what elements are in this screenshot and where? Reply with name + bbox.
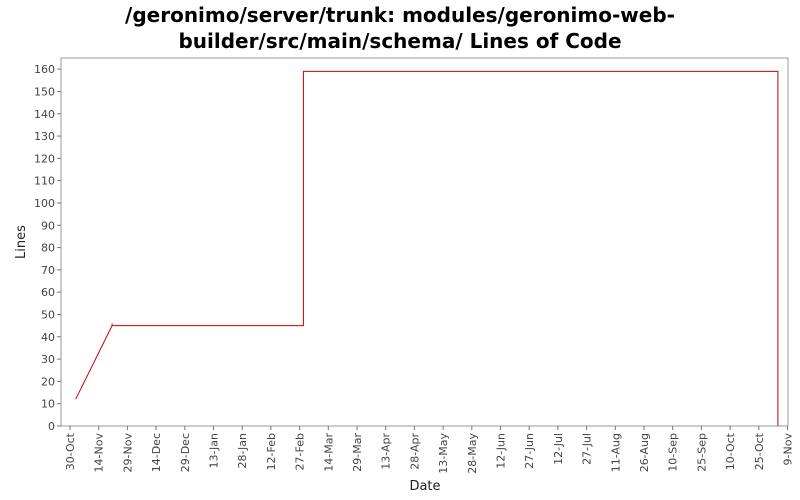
y-tick-label: 90	[41, 219, 55, 232]
y-tick-label: 60	[41, 286, 55, 299]
y-tick-label: 30	[41, 353, 55, 366]
x-tick-label: 10-Oct	[724, 432, 737, 470]
x-tick-label: 29-Nov	[121, 433, 134, 473]
x-axis: 30-Oct 14-Nov 29-Nov 14-Dec 29-Dec 13-Jan 28-J…	[64, 426, 795, 474]
x-tick-label: 13-Jan	[208, 433, 221, 469]
x-tick-label: 12-Jul	[552, 433, 565, 465]
x-tick-label: 27-Jun	[523, 433, 536, 469]
y-tick-label: 50	[41, 308, 55, 321]
x-tick-label: 14-Nov	[93, 433, 106, 473]
y-tick-label: 100	[34, 197, 55, 210]
x-axis-title: Date	[409, 479, 440, 494]
y-axis-title: Lines	[14, 225, 29, 259]
y-tick-label: 80	[41, 242, 55, 255]
series-group	[75, 70, 779, 426]
x-tick-label: 25-Oct	[753, 432, 766, 470]
y-axis: 0 10 20 30 40 50 60 70 80 90 100 110 120 130 140 150 160	[34, 63, 61, 433]
x-tick-label: 11-Aug	[609, 433, 622, 472]
chart-title-line-1: /geronimo/server/trunk: modules/geronimo…	[125, 3, 675, 27]
x-tick-label: 13-May	[437, 433, 450, 474]
x-tick-label: 12-Jun	[495, 433, 508, 469]
y-tick-label: 160	[34, 63, 55, 76]
x-tick-label: 10-Sep	[667, 433, 680, 472]
y-tick-label: 20	[41, 375, 55, 388]
x-tick-label: 27-Feb	[294, 433, 307, 470]
y-tick-label: 40	[41, 331, 55, 344]
y-tick-label: 110	[34, 175, 55, 188]
y-tick-label: 140	[34, 108, 55, 121]
x-tick-label: 26-Aug	[638, 433, 651, 472]
plot-area	[60, 57, 789, 427]
y-tick-label: 120	[34, 152, 55, 165]
x-tick-label: 28-Jan	[236, 433, 249, 469]
x-tick-label: 28-May	[466, 433, 479, 474]
x-tick-label: 13-Apr	[380, 433, 393, 470]
x-tick-label: 12-Feb	[265, 433, 278, 470]
y-tick-label: 130	[34, 130, 55, 143]
series-line	[75, 70, 779, 426]
x-tick-label: 29-Dec	[179, 433, 192, 472]
chart-title: /geronimo/server/trunk: modules/geronimo…	[0, 2, 800, 54]
x-tick-label: 30-Oct	[64, 432, 77, 470]
x-tick-label: 29-Mar	[351, 433, 364, 472]
x-tick-label: 25-Sep	[695, 433, 708, 472]
x-tick-label: 28-Apr	[408, 433, 421, 470]
y-tick-label: 10	[41, 398, 55, 411]
x-tick-label: 27-Jul	[581, 433, 594, 465]
y-tick-label: 70	[41, 264, 55, 277]
x-tick-label: 14-Dec	[150, 433, 163, 472]
chart-title-line-2: builder/src/main/schema/ Lines of Code	[178, 29, 622, 53]
y-tick-label: 150	[34, 85, 55, 98]
x-tick-label: 14-Mar	[322, 433, 335, 472]
y-tick-label: 0	[48, 420, 55, 433]
x-tick-label: 9-Nov	[782, 433, 795, 466]
